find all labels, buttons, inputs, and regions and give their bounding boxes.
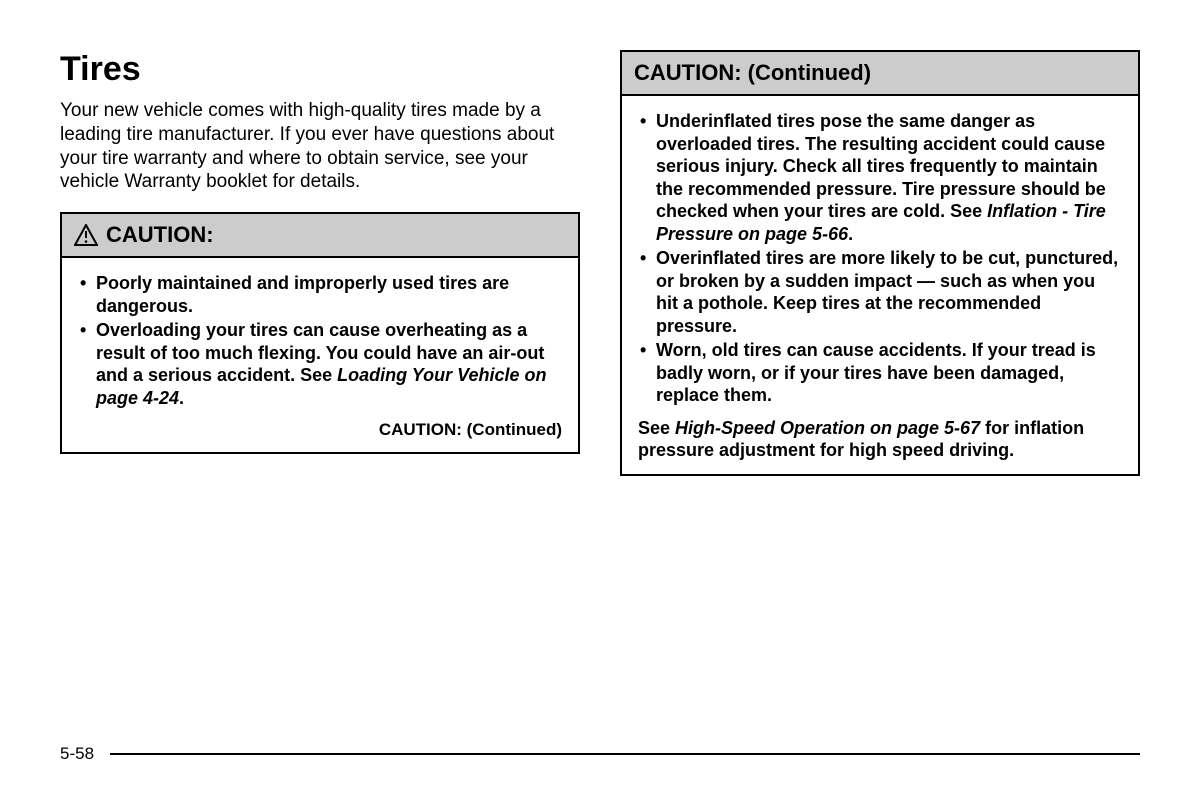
warning-triangle-icon — [74, 224, 98, 246]
caution-body-1: Poorly maintained and improperly used ti… — [62, 258, 578, 452]
caution-body-2: Underinflated tires pose the same danger… — [622, 96, 1138, 474]
caution2-see-note: See High-Speed Operation on page 5-67 fo… — [638, 417, 1122, 462]
section-title: Tires — [60, 50, 580, 89]
page-columns: Tires Your new vehicle comes with high-q… — [60, 50, 1140, 476]
caution-header-text-1: CAUTION: — [106, 222, 214, 248]
caution-box-1: CAUTION: Poorly maintained and improperl… — [60, 212, 580, 454]
intro-paragraph: Your new vehicle comes with high-quality… — [60, 99, 580, 194]
page-footer: 5-58 — [60, 744, 1140, 764]
caution2-b1-post: . — [848, 224, 853, 244]
caution2-bullet-1: Underinflated tires pose the same danger… — [656, 110, 1122, 245]
caution1-continued: CAUTION: (Continued) — [78, 419, 562, 440]
caution1-bullet-1: Poorly maintained and improperly used ti… — [96, 272, 562, 317]
right-column: CAUTION: (Continued) Underinflated tires… — [620, 50, 1140, 476]
caution2-bullet-2: Overinflated tires are more likely to be… — [656, 247, 1122, 337]
caution-header-1: CAUTION: — [62, 214, 578, 258]
caution1-bullet-2: Overloading your tires can cause overhea… — [96, 319, 562, 409]
footer-rule — [110, 753, 1140, 755]
page-number: 5-58 — [60, 744, 94, 764]
see-ref: High-Speed Operation on page 5-67 — [675, 418, 980, 438]
caution1-b2-post: . — [179, 388, 184, 408]
see-pre: See — [638, 418, 675, 438]
caution-box-2: CAUTION: (Continued) Underinflated tires… — [620, 50, 1140, 476]
caution2-bullet-3: Worn, old tires can cause accidents. If … — [656, 339, 1122, 407]
caution-header-text-2: CAUTION: (Continued) — [634, 60, 871, 86]
left-column: Tires Your new vehicle comes with high-q… — [60, 50, 580, 476]
caution-header-2: CAUTION: (Continued) — [622, 52, 1138, 96]
